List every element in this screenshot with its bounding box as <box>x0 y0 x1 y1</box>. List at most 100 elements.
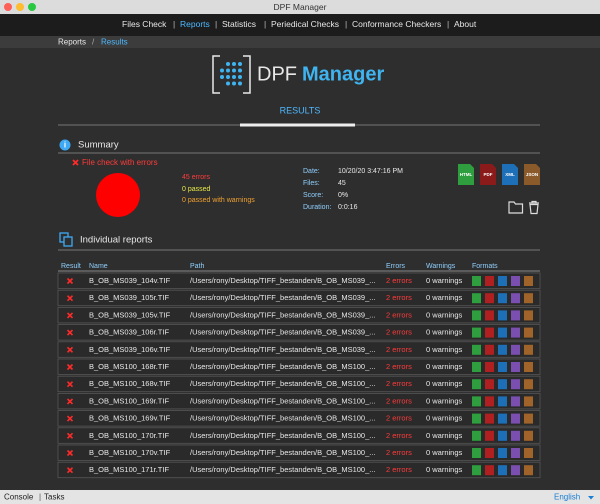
format-link[interactable] <box>524 276 533 286</box>
format-link[interactable] <box>485 276 494 286</box>
warning-count: 0 warnings <box>426 276 463 285</box>
format-link[interactable] <box>498 310 507 321</box>
format-link[interactable] <box>485 465 494 476</box>
format-link[interactable] <box>498 379 507 390</box>
format-link[interactable] <box>485 396 494 407</box>
format-link[interactable] <box>472 276 481 286</box>
logo-product: Manager <box>302 63 384 85</box>
error-icon <box>66 467 74 474</box>
format-link[interactable] <box>524 465 533 476</box>
nav-item[interactable]: Reports <box>180 19 210 29</box>
info-icon <box>59 139 71 151</box>
nav-item[interactable]: About <box>454 19 477 29</box>
format-link[interactable] <box>485 430 494 441</box>
format-link[interactable] <box>498 448 507 458</box>
format-link[interactable] <box>472 448 481 458</box>
table-row[interactable] <box>57 461 541 479</box>
format-link[interactable] <box>498 344 507 355</box>
format-link[interactable] <box>498 396 507 407</box>
format-link[interactable] <box>472 362 481 372</box>
console-tab[interactable]: Console <box>4 493 34 502</box>
format-link[interactable] <box>498 413 507 424</box>
table-row[interactable] <box>57 358 541 375</box>
close-button[interactable] <box>4 3 12 11</box>
format-link[interactable] <box>511 430 520 441</box>
table-row[interactable] <box>57 306 541 324</box>
format-link[interactable] <box>524 327 533 338</box>
format-link[interactable] <box>485 310 494 321</box>
format-link[interactable] <box>498 293 507 304</box>
format-link[interactable] <box>524 448 533 458</box>
table-row[interactable] <box>57 427 541 444</box>
format-link[interactable] <box>472 379 481 390</box>
tasks-tab[interactable]: Tasks <box>44 493 64 502</box>
format-link[interactable] <box>524 413 533 424</box>
format-link[interactable] <box>524 430 533 441</box>
table-row[interactable] <box>57 289 541 307</box>
format-file-icon[interactable] <box>458 164 474 185</box>
format-link[interactable] <box>524 396 533 407</box>
table-row[interactable] <box>57 392 541 410</box>
format-link[interactable] <box>511 276 520 286</box>
table-row[interactable] <box>57 341 541 358</box>
format-link[interactable] <box>472 413 481 424</box>
format-link[interactable] <box>524 293 533 304</box>
nav-item[interactable]: Conformance Checkers <box>352 19 441 29</box>
format-link[interactable] <box>472 465 481 476</box>
language-select[interactable]: English <box>554 493 580 502</box>
file-path: /Users/rony/Desktop/TIFF_bestanden/B_OB_… <box>190 448 376 457</box>
format-link[interactable] <box>472 430 481 441</box>
format-link[interactable] <box>524 362 533 372</box>
logo-dot <box>226 68 230 73</box>
format-file-icon[interactable] <box>524 164 540 185</box>
format-link[interactable] <box>524 344 533 355</box>
breadcrumb-link[interactable]: Reports <box>58 38 86 47</box>
format-link[interactable] <box>511 344 520 355</box>
format-link[interactable] <box>511 310 520 321</box>
format-link[interactable] <box>511 465 520 476</box>
table-row[interactable] <box>57 410 541 427</box>
format-link[interactable] <box>472 327 481 338</box>
table-row[interactable] <box>57 324 541 341</box>
table-row[interactable] <box>57 272 541 289</box>
format-link[interactable] <box>472 396 481 407</box>
format-link[interactable] <box>498 327 507 338</box>
format-link[interactable] <box>511 362 520 372</box>
format-link[interactable] <box>511 327 520 338</box>
format-link[interactable] <box>485 379 494 390</box>
format-link[interactable] <box>511 396 520 407</box>
format-link[interactable] <box>485 293 494 304</box>
format-file-icon[interactable] <box>480 164 496 185</box>
format-file-icon[interactable] <box>502 164 518 185</box>
format-link[interactable] <box>498 465 507 476</box>
format-link[interactable] <box>511 293 520 304</box>
nav-item[interactable]: Periedical Checks <box>271 19 339 29</box>
format-link[interactable] <box>511 379 520 390</box>
format-link[interactable] <box>498 362 507 372</box>
format-link[interactable] <box>485 327 494 338</box>
minimize-button[interactable] <box>16 3 24 11</box>
nav-item[interactable]: Files Check <box>122 19 167 29</box>
format-link[interactable] <box>498 430 507 441</box>
open-folder-button[interactable] <box>508 201 524 214</box>
table-row[interactable] <box>57 444 541 461</box>
format-link[interactable] <box>472 310 481 321</box>
format-link[interactable] <box>485 344 494 355</box>
zoom-button[interactable] <box>28 3 36 11</box>
format-link[interactable] <box>485 413 494 424</box>
format-link[interactable] <box>511 413 520 424</box>
table-row[interactable] <box>57 375 541 393</box>
format-link[interactable] <box>524 379 533 390</box>
file-path: /Users/rony/Desktop/TIFF_bestanden/B_OB_… <box>190 465 376 474</box>
error-icon <box>72 159 79 166</box>
format-link[interactable] <box>485 362 494 372</box>
nav-item[interactable]: Statistics <box>222 19 256 29</box>
delete-button[interactable] <box>529 200 539 215</box>
format-link[interactable] <box>498 276 507 286</box>
format-link[interactable] <box>485 448 494 458</box>
format-link[interactable] <box>524 310 533 321</box>
error-icon <box>66 346 74 353</box>
format-link[interactable] <box>472 293 481 304</box>
format-link[interactable] <box>511 448 520 458</box>
format-link[interactable] <box>472 344 481 355</box>
